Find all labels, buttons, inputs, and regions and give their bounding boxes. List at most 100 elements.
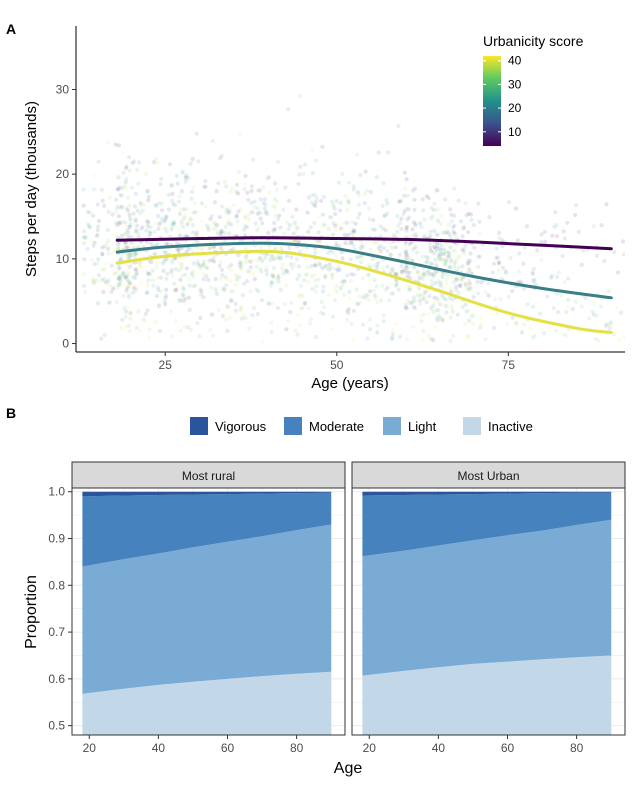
scatter-point bbox=[553, 328, 558, 333]
scatter-point bbox=[224, 276, 229, 281]
scatter-point bbox=[428, 233, 433, 238]
scatter-point bbox=[122, 220, 127, 225]
scatter-point bbox=[412, 197, 417, 202]
scatter-point bbox=[365, 272, 370, 277]
scatter-point bbox=[303, 162, 308, 167]
scatter-point bbox=[330, 272, 335, 278]
scatter-point bbox=[208, 245, 213, 250]
scatter-point bbox=[131, 211, 136, 216]
scatter-point bbox=[125, 245, 130, 250]
scatter-point bbox=[270, 301, 275, 306]
scatter-point bbox=[237, 274, 242, 280]
scatter-point bbox=[119, 204, 125, 209]
scatter-point bbox=[306, 195, 311, 200]
scatter-point bbox=[335, 222, 340, 227]
scatter-point bbox=[228, 298, 233, 303]
scatter-point bbox=[147, 234, 152, 239]
scatter-point bbox=[134, 325, 139, 330]
scatter-point bbox=[208, 245, 213, 250]
scatter-point bbox=[405, 270, 410, 275]
scatter-point bbox=[466, 211, 471, 216]
scatter-point bbox=[182, 300, 187, 305]
scatter-point bbox=[371, 256, 376, 261]
scatter-point bbox=[326, 226, 331, 231]
scatter-point bbox=[398, 272, 403, 277]
scatter-point bbox=[225, 328, 230, 333]
scatter-point bbox=[101, 290, 106, 295]
scatter-point bbox=[293, 238, 298, 243]
y-tick-label: 0.6 bbox=[48, 672, 65, 686]
scatter-point bbox=[134, 228, 139, 234]
scatter-point bbox=[368, 289, 373, 294]
scatter-point bbox=[407, 270, 412, 275]
scatter-point bbox=[457, 254, 462, 259]
scatter-point bbox=[259, 245, 264, 250]
scatter-point bbox=[356, 301, 361, 306]
scatter-point bbox=[386, 150, 391, 155]
scatter-point bbox=[360, 244, 365, 250]
scatter-point bbox=[351, 233, 356, 238]
scatter-point bbox=[442, 258, 447, 263]
scatter-point bbox=[410, 325, 415, 330]
scatter-point bbox=[116, 276, 121, 281]
scatter-point bbox=[371, 288, 377, 293]
scatter-point bbox=[452, 223, 457, 228]
scatter-point bbox=[500, 265, 505, 270]
scatter-point bbox=[187, 276, 192, 282]
scatter-point bbox=[121, 293, 126, 299]
scatter-point bbox=[434, 247, 439, 252]
scatter-point bbox=[146, 198, 151, 203]
colorbar-tick-label: 30 bbox=[508, 77, 522, 91]
scatter-point bbox=[438, 246, 443, 251]
scatter-point bbox=[177, 194, 182, 199]
scatter-point bbox=[145, 270, 150, 275]
scatter-point bbox=[306, 265, 311, 270]
scatter-point bbox=[478, 325, 483, 330]
scatter-point bbox=[165, 271, 170, 276]
scatter-point bbox=[454, 287, 459, 292]
scatter-point bbox=[431, 250, 436, 255]
scatter-point bbox=[376, 150, 381, 155]
panel-a-scatter-points bbox=[81, 93, 625, 344]
scatter-point bbox=[116, 276, 121, 281]
scatter-point bbox=[274, 187, 279, 193]
scatter-point bbox=[244, 254, 249, 259]
scatter-point bbox=[436, 218, 441, 223]
scatter-point bbox=[116, 175, 121, 180]
scatter-point bbox=[435, 188, 440, 193]
scatter-point bbox=[318, 198, 324, 203]
scatter-point bbox=[179, 262, 184, 267]
scatter-point bbox=[255, 206, 261, 211]
scatter-point bbox=[450, 309, 456, 314]
scatter-point bbox=[296, 238, 301, 243]
scatter-point bbox=[166, 192, 171, 197]
scatter-point bbox=[579, 262, 584, 267]
scatter-point bbox=[226, 265, 231, 270]
scatter-point bbox=[128, 281, 133, 286]
scatter-point bbox=[233, 301, 238, 307]
scatter-point bbox=[127, 252, 132, 257]
legend-swatch-moderate bbox=[284, 417, 302, 435]
smooth-line-urbanicity-23 bbox=[115, 241, 613, 300]
facet-strip-label: Most rural bbox=[182, 469, 235, 483]
scatter-point bbox=[160, 261, 165, 266]
scatter-point bbox=[102, 203, 107, 208]
scatter-point bbox=[469, 217, 474, 222]
scatter-point bbox=[612, 332, 617, 337]
scatter-point bbox=[202, 184, 207, 189]
scatter-point bbox=[298, 93, 303, 99]
scatter-point bbox=[181, 287, 186, 292]
scatter-point bbox=[410, 188, 415, 193]
scatter-point bbox=[390, 245, 395, 250]
scatter-point bbox=[195, 246, 201, 251]
scatter-point bbox=[365, 188, 370, 193]
scatter-point bbox=[440, 318, 445, 323]
scatter-point bbox=[333, 223, 338, 228]
scatter-point bbox=[170, 191, 175, 196]
scatter-point bbox=[436, 308, 441, 313]
scatter-point bbox=[99, 336, 104, 341]
scatter-point bbox=[465, 258, 471, 263]
scatter-point bbox=[404, 249, 409, 254]
scatter-point bbox=[198, 294, 203, 299]
scatter-point bbox=[342, 292, 347, 297]
